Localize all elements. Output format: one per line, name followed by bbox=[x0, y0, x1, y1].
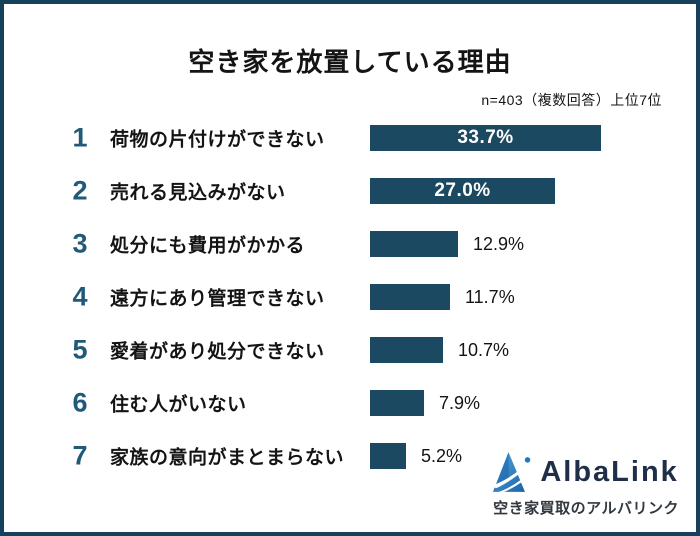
value-label: 10.7% bbox=[458, 339, 510, 360]
rank-number: 5 bbox=[72, 334, 88, 364]
bar bbox=[370, 336, 443, 363]
value-label: 7.9% bbox=[439, 392, 481, 413]
chart-row: 1 荷物の片付けができない 33.7% bbox=[4, 111, 696, 164]
chart-title: 空き家を放置している理由 bbox=[188, 47, 512, 77]
rank-number: 2 bbox=[72, 175, 88, 205]
chart-row: 3 処分にも費用がかかる 12.9% bbox=[4, 217, 696, 270]
value-label: 12.9% bbox=[473, 233, 525, 254]
category-label: 荷物の片付けができない bbox=[110, 129, 325, 150]
brand-tagline: 空き家買取のアルバリンク bbox=[493, 500, 679, 517]
chart-row: 4 遠方にあり管理できない 11.7% bbox=[4, 270, 696, 323]
rank-number: 6 bbox=[72, 387, 88, 417]
chart-row: 5 愛着があり処分できない 10.7% bbox=[4, 323, 696, 376]
value-label: 27.0% bbox=[434, 179, 491, 201]
value-label: 33.7% bbox=[457, 126, 514, 148]
category-label: 売れる見込みがない bbox=[110, 182, 286, 203]
rank-number: 3 bbox=[72, 228, 88, 258]
bar-track: 33.7% bbox=[370, 124, 696, 151]
category-label: 処分にも費用がかかる bbox=[110, 235, 306, 256]
albalink-triangle-icon bbox=[493, 452, 531, 494]
category-label: 家族の意向がまとまらない bbox=[110, 447, 345, 468]
bar-track: 27.0% bbox=[370, 177, 696, 204]
category-label: 愛着があり処分できない bbox=[110, 341, 325, 362]
bar bbox=[370, 442, 406, 469]
value-label: 11.7% bbox=[465, 286, 515, 307]
chart-row: 2 売れる見込みがない 27.0% bbox=[4, 164, 696, 217]
rank-number: 4 bbox=[72, 281, 88, 311]
bar-track: 11.7% bbox=[370, 283, 696, 310]
value-label: 5.2% bbox=[421, 445, 463, 466]
category-label: 住む人がいない bbox=[110, 394, 247, 415]
bar-track: 12.9% bbox=[370, 230, 696, 257]
bar bbox=[370, 230, 458, 257]
bar bbox=[370, 124, 601, 151]
category-label: 遠方にあり管理できない bbox=[110, 288, 325, 309]
bar-chart: 1 荷物の片付けができない 33.7% 2 売れる見込みがない 27.0% 3 … bbox=[4, 111, 696, 482]
chart-row: 6 住む人がいない 7.9% bbox=[4, 376, 696, 429]
brand-name: AlbaLink bbox=[540, 455, 679, 488]
bar-track: 5.2% bbox=[370, 442, 696, 469]
bar bbox=[370, 389, 424, 416]
chart-row: 7 家族の意向がまとまらない 5.2% bbox=[4, 429, 696, 482]
rank-number: 1 bbox=[72, 122, 88, 152]
rank-number: 7 bbox=[72, 440, 88, 470]
bar bbox=[370, 283, 450, 310]
bar-track: 10.7% bbox=[370, 336, 696, 363]
albalink-logo: AlbaLink 空き家買取のアルバリンク bbox=[493, 450, 679, 518]
sample-size-note: n=403（複数回答）上位7位 bbox=[481, 92, 662, 108]
bar bbox=[370, 177, 555, 204]
bar-track: 7.9% bbox=[370, 389, 696, 416]
